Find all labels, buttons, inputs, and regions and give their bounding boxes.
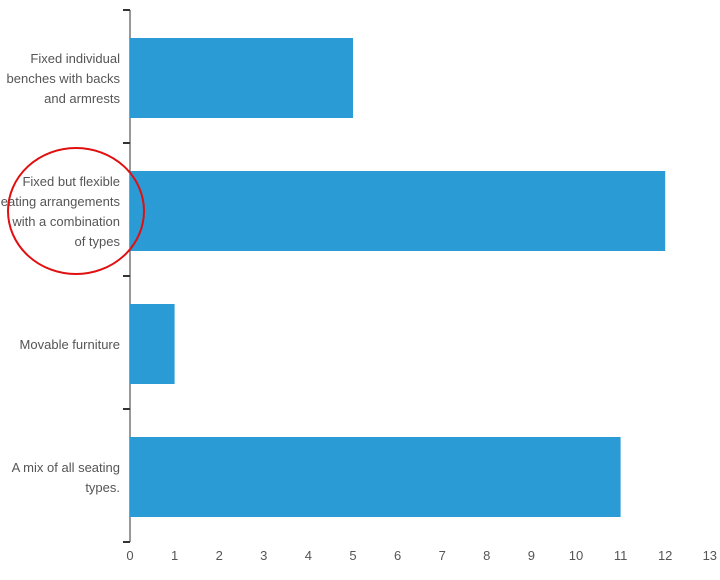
bar xyxy=(130,38,353,118)
x-tick-label: 7 xyxy=(439,548,446,563)
bar xyxy=(130,304,175,384)
x-tick-label: 9 xyxy=(528,548,535,563)
bar xyxy=(130,437,621,517)
x-tick-label: 3 xyxy=(260,548,267,563)
x-tick-label: 5 xyxy=(349,548,356,563)
bars xyxy=(130,38,666,517)
category-label: A mix of all seating types. xyxy=(12,460,120,495)
x-tick-label: 10 xyxy=(569,548,583,563)
category-labels: Fixed individual benches with backs and ar… xyxy=(1,51,121,495)
x-tick-label: 6 xyxy=(394,548,401,563)
x-tick-label: 8 xyxy=(483,548,490,563)
bar xyxy=(130,171,666,251)
x-tick-label: 0 xyxy=(126,548,133,563)
highlight-circle xyxy=(7,147,145,275)
x-tick-label: 11 xyxy=(614,548,628,563)
x-tick-label: 13 xyxy=(703,548,717,563)
x-tick-label: 12 xyxy=(658,548,672,563)
x-tick-label: 4 xyxy=(305,548,312,563)
x-tick-label: 1 xyxy=(171,548,178,563)
annotations xyxy=(7,147,145,275)
axes xyxy=(123,9,131,543)
category-label: Movable furniture xyxy=(20,337,120,352)
x-tick-labels: 0 1 2 3 4 5 6 7 8 9 10 11 12 13 xyxy=(126,548,717,563)
category-label: Fixed individual benches with backs and ar… xyxy=(7,51,121,106)
x-tick-label: 2 xyxy=(216,548,223,563)
category-label: Fixed but flexible eating arrangements wit… xyxy=(1,174,121,249)
